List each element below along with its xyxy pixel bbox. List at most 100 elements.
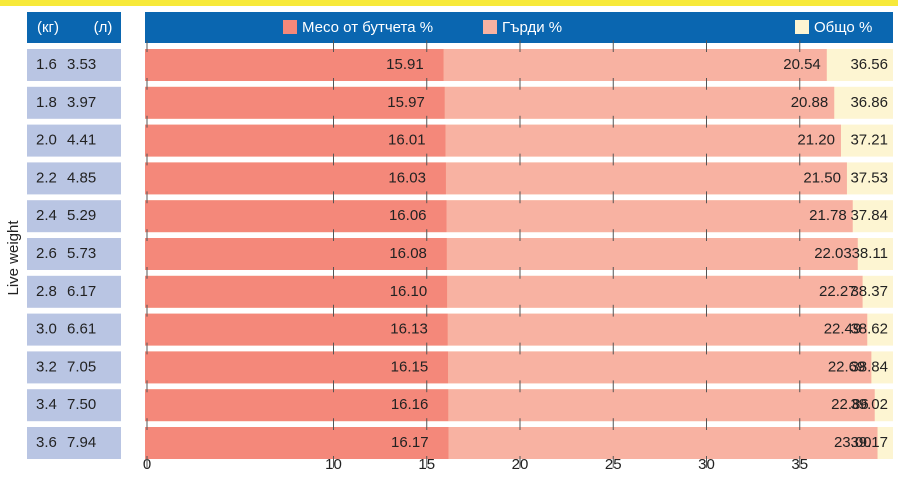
y-axis-label: Live weight [5, 220, 22, 296]
row-cell [27, 351, 121, 384]
row-cell [27, 200, 121, 233]
legend-swatch [483, 20, 497, 34]
column-header: (л) [94, 19, 113, 36]
data-label: 36.56 [850, 56, 888, 73]
data-label: 39.02 [850, 396, 888, 413]
data-label: 22.03 [814, 245, 852, 262]
category-label: 2.8 [36, 283, 57, 300]
row-cell [27, 275, 121, 308]
data-label: 15.97 [387, 94, 425, 111]
legend-label: Общо % [814, 19, 872, 36]
table-header [27, 12, 121, 43]
data-label: 16.06 [389, 207, 427, 224]
liters-label: 7.50 [67, 396, 96, 413]
category-label: 1.6 [36, 56, 57, 73]
category-label: 3.6 [36, 434, 57, 451]
data-label: 38.62 [850, 321, 888, 338]
bar-segment [445, 162, 847, 195]
category-label: 2.2 [36, 169, 57, 186]
row-cell [27, 162, 121, 195]
liters-label: 5.73 [67, 245, 96, 262]
data-label: 16.03 [388, 169, 426, 186]
category-label: 3.2 [36, 358, 57, 375]
category-label: 2.0 [36, 132, 57, 149]
legend-swatch [283, 20, 297, 34]
data-label: 36.86 [850, 94, 888, 111]
bar-segment [145, 389, 449, 422]
bar-segment [145, 200, 447, 233]
data-label: 22.27 [819, 283, 857, 300]
category-label: 3.0 [36, 321, 57, 338]
liters-label: 6.61 [67, 321, 96, 338]
data-label: 23.00 [834, 434, 872, 451]
bar-segment [444, 86, 835, 119]
row-cell [27, 389, 121, 422]
bar-segment [145, 124, 446, 157]
data-label: 16.17 [391, 434, 429, 451]
bar-segment [448, 351, 872, 384]
bar-segment [145, 275, 448, 308]
liters-label: 7.94 [67, 434, 96, 451]
liters-label: 3.53 [67, 56, 96, 73]
row-cell [27, 427, 121, 459]
data-label: 21.20 [797, 132, 835, 149]
row-cell [27, 124, 121, 157]
category-label: 2.4 [36, 207, 57, 224]
data-label: 38.84 [850, 358, 888, 375]
liters-label: 4.85 [67, 169, 96, 186]
data-label: 37.53 [850, 169, 888, 186]
data-label: 22.49 [824, 321, 862, 338]
data-label: 22.69 [828, 358, 866, 375]
category-label: 1.8 [36, 94, 57, 111]
category-label: 2.6 [36, 245, 57, 262]
bar-segment [447, 313, 868, 346]
bar-segment [145, 49, 444, 81]
row-cell [27, 238, 121, 270]
bar-segment [145, 313, 448, 346]
bar-segment [446, 200, 853, 233]
bar-segment [447, 275, 863, 308]
bar-segment [145, 162, 446, 195]
data-label: 38.11 [852, 245, 888, 262]
legend-band [145, 12, 893, 43]
column-header: (кг) [37, 19, 59, 36]
row-cell [27, 49, 121, 81]
liters-label: 6.17 [67, 283, 96, 300]
top-strip [0, 0, 898, 6]
legend-label: Месо от бутчета % [302, 19, 433, 36]
data-label: 16.13 [390, 321, 428, 338]
bar-segment [145, 351, 449, 384]
bar-segment [145, 427, 449, 459]
data-label: 16.16 [391, 396, 429, 413]
data-label: 16.01 [388, 132, 426, 149]
data-label: 15.91 [386, 56, 424, 73]
liters-label: 7.05 [67, 358, 96, 375]
bar-segment [443, 49, 827, 81]
bar-segment [448, 389, 875, 422]
data-label: 37.84 [850, 207, 888, 224]
legend-label: Гърди % [502, 19, 562, 36]
data-label: 37.21 [850, 132, 888, 149]
bar-segment [448, 427, 878, 459]
data-label: 22.86 [831, 396, 869, 413]
bar-segment [445, 124, 841, 157]
bar-segment [446, 238, 858, 270]
data-label: 39.17 [850, 434, 888, 451]
data-label: 38.37 [850, 283, 888, 300]
data-label: 21.50 [803, 169, 841, 186]
liters-label: 3.97 [67, 94, 96, 111]
category-label: 3.4 [36, 396, 57, 413]
data-label: 16.15 [391, 358, 429, 375]
row-cell [27, 86, 121, 119]
bar-segment [145, 86, 445, 119]
bar-segment [145, 238, 447, 270]
data-label: 16.08 [389, 245, 427, 262]
data-label: 20.54 [783, 56, 821, 73]
data-label: 20.88 [791, 94, 829, 111]
legend-swatch [795, 20, 809, 34]
data-label: 16.10 [390, 283, 428, 300]
liters-label: 4.41 [67, 132, 96, 149]
liters-label: 5.29 [67, 207, 96, 224]
data-label: 21.78 [809, 207, 847, 224]
